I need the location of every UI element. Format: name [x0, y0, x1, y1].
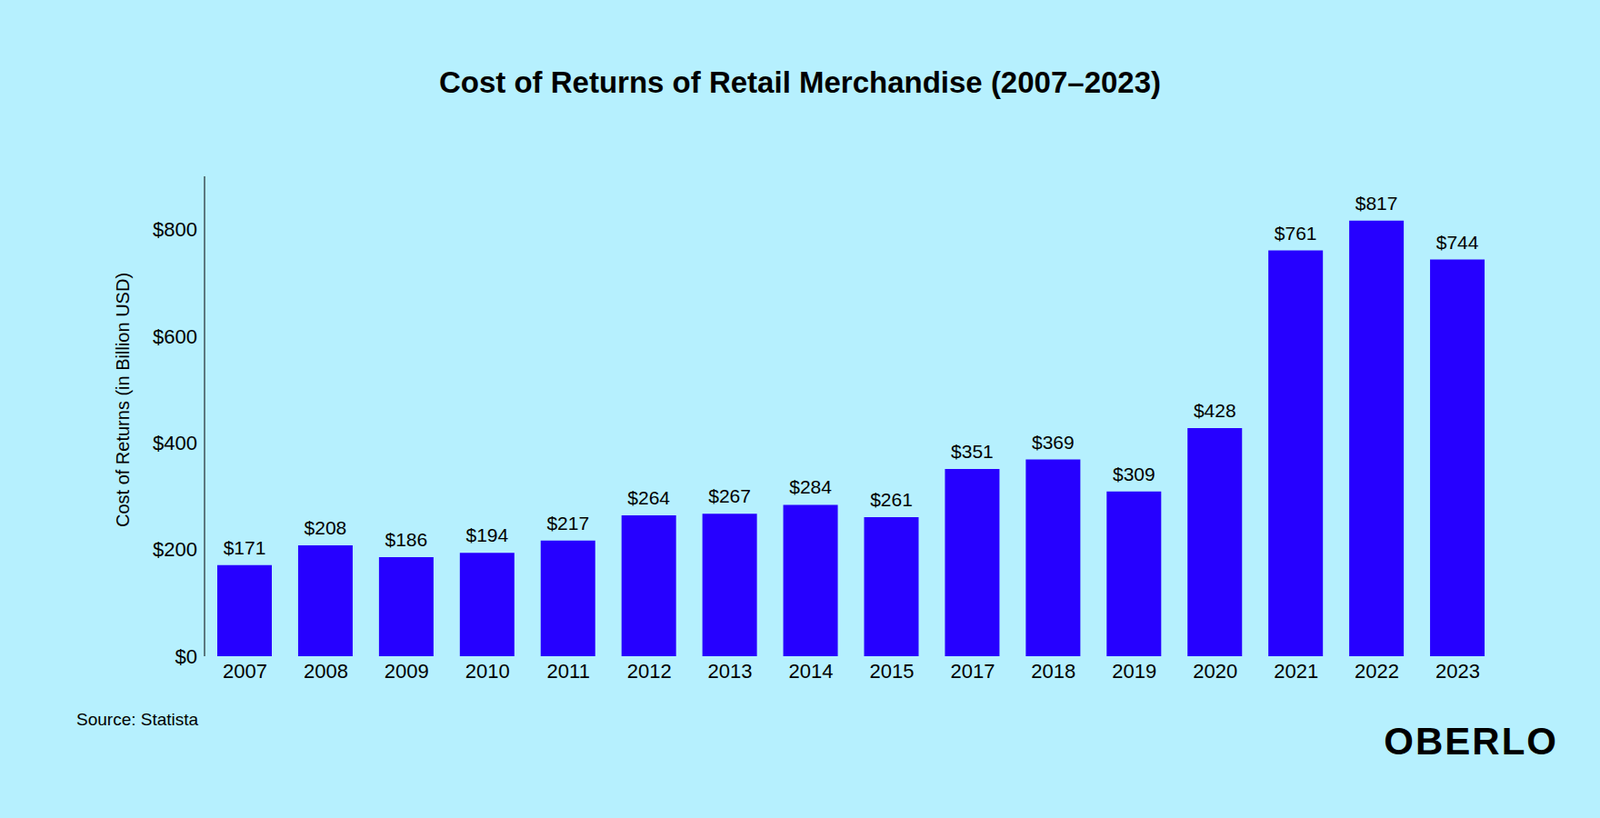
svg-text:2009: 2009 [384, 660, 430, 683]
svg-text:2007: 2007 [222, 660, 268, 683]
svg-text:$369: $369 [1031, 431, 1075, 453]
svg-text:$200: $200 [152, 538, 198, 561]
svg-text:2011: 2011 [547, 660, 590, 683]
svg-text:2022: 2022 [1354, 660, 1400, 683]
svg-text:$744: $744 [1436, 231, 1480, 253]
svg-text:2013: 2013 [708, 660, 753, 683]
svg-text:$186: $186 [385, 529, 429, 550]
svg-text:$171: $171 [223, 537, 267, 559]
svg-text:$284: $284 [789, 476, 832, 498]
svg-text:$428: $428 [1193, 400, 1237, 421]
svg-text:$800: $800 [152, 218, 198, 241]
svg-text:2015: 2015 [869, 660, 914, 683]
svg-text:2021: 2021 [1273, 660, 1319, 683]
html-text:Source: Statista: Source: Statista [76, 710, 199, 730]
svg-text:$600: $600 [152, 325, 198, 349]
svg-text:$761: $761 [1274, 222, 1318, 244]
svg-text:2010: 2010 [465, 660, 510, 683]
svg-text:$309: $309 [1112, 463, 1156, 485]
svg-text:$267: $267 [708, 485, 751, 507]
svg-text:2018: 2018 [1030, 660, 1076, 683]
svg-text:$217: $217 [546, 512, 590, 534]
svg-text:$400: $400 [152, 431, 198, 455]
svg-text:$208: $208 [304, 517, 348, 539]
html-text:OBERLO: OBERLO [1383, 720, 1559, 763]
svg-text:2017: 2017 [950, 660, 995, 683]
svg-text:$817: $817 [1355, 192, 1399, 214]
svg-text:2020: 2020 [1192, 660, 1238, 683]
svg-text:$194: $194 [465, 524, 509, 546]
svg-text:2014: 2014 [789, 660, 834, 683]
svg-text:2019: 2019 [1111, 660, 1157, 683]
html-text:Cost of Returns (in Billion US: Cost of Returns (in Billion USD) [112, 272, 133, 528]
svg-text:$264: $264 [627, 487, 670, 509]
svg-text:2008: 2008 [303, 660, 349, 683]
svg-text:$261: $261 [870, 489, 913, 510]
svg-text:$0: $0 [175, 645, 198, 669]
html-text:Cost of Returns of Retail Merc: Cost of Returns of Retail Merchandise (2… [439, 65, 1161, 100]
svg-text:2023: 2023 [1435, 660, 1480, 683]
svg-text:2012: 2012 [627, 660, 672, 683]
svg-text:$351: $351 [950, 440, 994, 462]
